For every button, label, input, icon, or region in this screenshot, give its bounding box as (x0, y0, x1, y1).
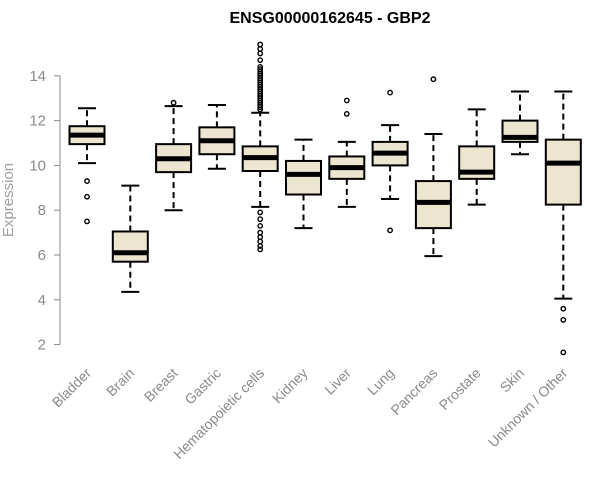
box-kidney (285, 138, 322, 230)
box-unknown-other (544, 90, 582, 356)
x-tick-label: Prostate (436, 365, 484, 413)
outlier-point (257, 66, 264, 73)
y-tick-label: 4 (38, 292, 46, 309)
box-bladder (68, 107, 106, 225)
y-axis: 2 4 6 8 10 12 14 (29, 68, 61, 354)
x-tick-label: Breast (141, 365, 181, 405)
outlier-point (257, 243, 264, 249)
outlier-point (387, 227, 393, 234)
boxes-group (68, 41, 582, 356)
box-hematopoietic-cells (241, 41, 279, 253)
box-liver (328, 97, 366, 208)
x-tick-label: Gastric (181, 365, 224, 408)
box-skin (501, 90, 539, 156)
outlier-point (560, 349, 567, 356)
outlier-point (170, 99, 177, 106)
x-tick-label: Skin (497, 365, 528, 396)
box-prostate (458, 108, 496, 206)
outlier-point (257, 216, 264, 223)
x-tick-label: Liver (321, 365, 354, 398)
outlier-point (257, 246, 264, 253)
y-tick-label: 12 (29, 113, 46, 130)
x-tick-label: Lung (364, 365, 397, 398)
y-tick-label: 14 (29, 68, 46, 85)
y-tick-label: 6 (38, 247, 46, 264)
box-pancreas (414, 76, 452, 258)
chart-title: ENSG00000162645 - GBP2 (229, 10, 430, 27)
outlier-point (343, 97, 350, 104)
box-lung (371, 89, 409, 234)
outlier-point (257, 63, 264, 70)
box-iqr (111, 230, 149, 263)
outlier-point (84, 178, 90, 184)
y-tick-label: 10 (29, 157, 46, 174)
x-tick-label: Brain (103, 365, 137, 399)
outlier-point (84, 218, 90, 225)
box-breast (155, 99, 193, 212)
outlier-point (257, 46, 264, 52)
box-brain (111, 184, 149, 293)
x-tick-label: Kidney (269, 365, 311, 407)
outlier-point (257, 41, 264, 48)
outlier-point (257, 57, 264, 64)
outlier-point (343, 111, 350, 117)
box-gastric (198, 103, 236, 170)
outlier-point (560, 305, 567, 312)
x-tick-label: Pancreas (387, 365, 440, 418)
outlier-point (560, 317, 567, 323)
x-tick-label: Unknown / Other (485, 365, 571, 451)
box-iqr (544, 138, 582, 206)
outlier-point (257, 234, 264, 240)
y-tick-label: 2 (38, 337, 46, 354)
outlier-point (387, 89, 393, 96)
outlier-point (257, 209, 264, 216)
outlier-point (257, 229, 264, 236)
x-tick-label: Bladder (49, 365, 95, 411)
outlier-point (257, 50, 264, 57)
box-iqr (285, 159, 322, 196)
y-axis-label: Expression (0, 163, 17, 237)
outlier-point (257, 222, 264, 229)
y-tick-label: 8 (38, 202, 46, 219)
outlier-point (257, 238, 264, 245)
outlier-point (84, 193, 90, 200)
outlier-point (430, 76, 437, 83)
